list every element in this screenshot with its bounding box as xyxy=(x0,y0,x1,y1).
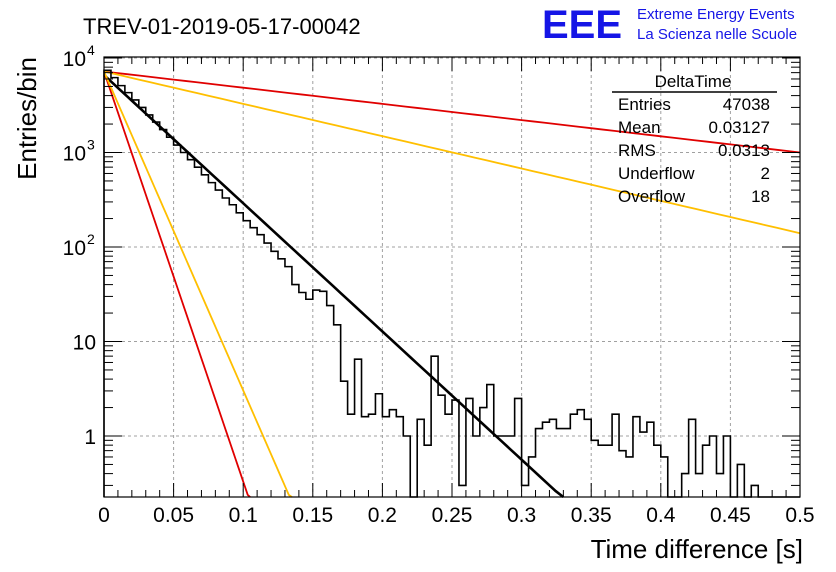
x-tick-label: 0.35 xyxy=(571,504,612,527)
stats-title: DeltaTime xyxy=(655,72,732,91)
stats-value: 18 xyxy=(751,187,770,206)
y-tick-label: 10 xyxy=(73,332,96,355)
x-tick-labels: 0 0.05 0.1 0.15 0.2 0.25 0.3 0.35 0.4 0.45 0.5 xyxy=(98,504,814,527)
y-tick-label-base: 10 xyxy=(63,48,86,71)
y-tick-label-base: 10 xyxy=(63,237,86,260)
x-tick-label: 0.3 xyxy=(507,504,536,527)
eee-logo-line2: La Scienza nelle Scuole xyxy=(637,26,797,43)
stats-value: 47038 xyxy=(723,95,770,114)
x-tick-label: 0.15 xyxy=(292,504,333,527)
y-tick-label-exponent: 4 xyxy=(87,42,95,58)
y-tick-label-base: 1 xyxy=(84,426,96,449)
x-tick-label: 0.25 xyxy=(432,504,473,527)
fit-curve xyxy=(103,71,251,498)
x-tick-label: 0.05 xyxy=(153,504,194,527)
y-tick-label-base: 10 xyxy=(63,143,86,166)
eee-logo-mark: EEE xyxy=(542,3,622,47)
y-axis-label: Entries/bin xyxy=(12,57,42,180)
x-tick-label: 0.5 xyxy=(785,504,814,527)
stats-value: 0.03127 xyxy=(709,118,770,137)
stats-box: DeltaTime Entries 47038 Mean 0.03127 RMS… xyxy=(612,72,777,206)
stats-label: Mean xyxy=(618,118,661,137)
x-tick-label: 0 xyxy=(98,504,110,527)
eee-logo-line1: Extreme Energy Events xyxy=(637,6,795,23)
stats-label: RMS xyxy=(618,141,656,160)
x-tick-label: 0.1 xyxy=(229,504,258,527)
fit-curve xyxy=(103,70,801,235)
y-tick-label-exponent: 3 xyxy=(87,137,95,153)
y-tick-label-exponent: 2 xyxy=(87,231,95,247)
axis-ticks xyxy=(103,57,801,497)
eee-logo: EEE Extreme Energy Events La Scienza nel… xyxy=(542,3,797,47)
x-tick-label: 0.4 xyxy=(646,504,676,527)
y-tick-label: 1 xyxy=(84,426,96,449)
stats-value: 2 xyxy=(761,164,770,183)
y-tick-label: 10 4 xyxy=(63,42,95,71)
x-tick-label: 0.45 xyxy=(710,504,751,527)
stats-label: Entries xyxy=(618,95,671,114)
stats-value: 0.0313 xyxy=(718,141,770,160)
x-axis-label: Time difference [s] xyxy=(591,534,803,564)
fit-curves xyxy=(103,70,801,499)
y-tick-label: 10 3 xyxy=(63,137,95,166)
stats-label: Overflow xyxy=(618,187,686,206)
y-tick-label: 10 2 xyxy=(63,231,95,260)
y-tick-label-base: 10 xyxy=(73,332,96,355)
stats-label: Underflow xyxy=(618,164,695,183)
histogram-outline xyxy=(103,69,800,498)
x-tick-label: 0.2 xyxy=(368,504,397,527)
chart-title: TREV-01-2019-05-17-00042 xyxy=(83,14,361,39)
fit-curve xyxy=(103,70,801,154)
fit-curve xyxy=(103,71,293,498)
